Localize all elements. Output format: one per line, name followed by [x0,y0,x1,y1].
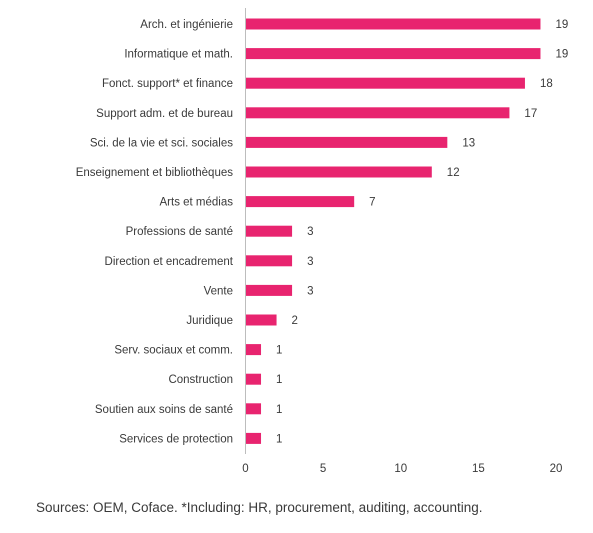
category-label: Support adm. et de bureau [96,108,233,120]
data-label: 1 [276,374,282,386]
bars-group: Arch. et ingénierie 19 Informatique et mat… [76,18,568,445]
bar [245,166,432,178]
data-label: 1 [276,433,282,445]
data-label: 3 [307,256,313,268]
data-label: 2 [292,315,298,327]
bar [245,344,262,356]
category-label: Construction [168,374,233,386]
data-label: 7 [369,197,375,209]
category-label: Enseignement et bibliothèques [76,167,234,179]
category-label: Informatique et math. [124,49,233,61]
data-label: 1 [276,345,282,357]
bar [245,373,262,385]
x-tick-label: 5 [320,463,326,475]
bar [245,136,448,148]
category-label: Direction et encadrement [105,256,234,268]
bar [245,314,277,326]
data-label: 19 [555,49,568,61]
category-label: Services de protection [119,433,233,445]
category-label: Soutien aux soins de santé [95,404,233,416]
bar [245,284,293,296]
data-label: 12 [447,167,460,179]
data-label: 3 [307,226,313,238]
bar-chart: Arch. et ingénierie 19 Informatique et mat… [76,8,568,475]
category-label: Sci. de la vie et sci. sociales [90,137,233,149]
data-label: 1 [276,404,282,416]
data-label: 18 [540,78,553,90]
bar [245,18,541,30]
category-label: Vente [204,285,233,297]
category-label: Fonct. support* et finance [102,78,233,90]
category-label: Serv. sociaux et comm. [114,345,233,357]
bar [245,48,541,60]
bar [245,196,355,208]
bar [245,225,293,237]
bar [245,255,293,267]
data-label: 3 [307,285,313,297]
data-label: 13 [462,137,475,149]
x-tick-label: 10 [394,463,407,475]
category-label: Arch. et ingénierie [140,19,233,31]
bar [245,77,525,89]
x-tick-label: 0 [242,463,248,475]
x-axis-ticks: 0 5 10 15 20 [242,463,562,475]
category-label: Arts et médias [160,197,234,209]
category-label: Professions de santé [126,226,233,238]
bar [245,403,262,415]
bar [245,432,262,444]
data-label: 19 [555,19,568,31]
source-note: Sources: OEM, Coface. *Including: HR, pr… [36,500,483,515]
bar [245,107,510,119]
data-label: 17 [524,108,537,120]
x-tick-label: 20 [550,463,563,475]
x-tick-label: 15 [472,463,485,475]
category-label: Juridique [186,315,233,327]
